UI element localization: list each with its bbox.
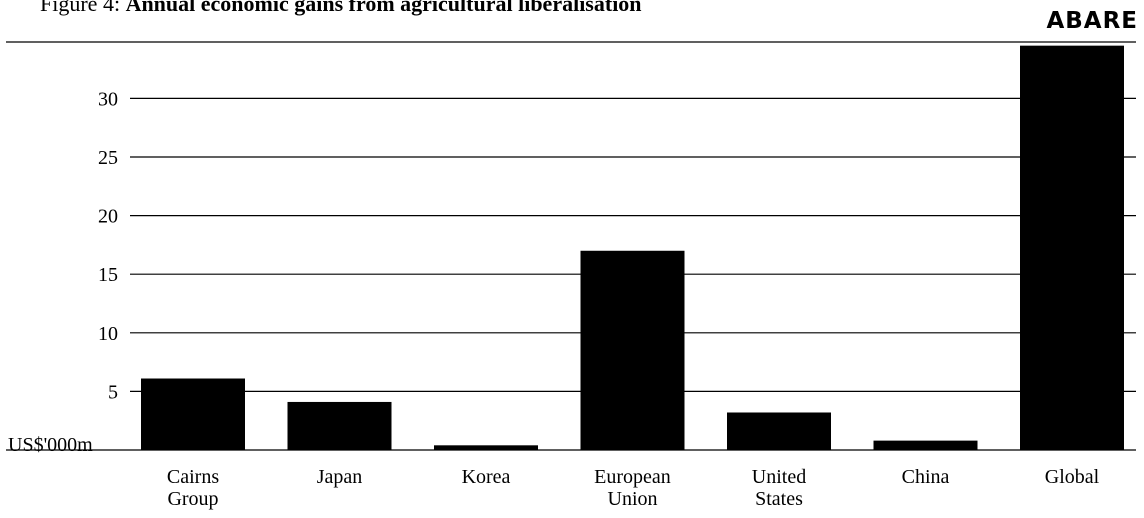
- x-category-label: Cairns Group: [167, 466, 219, 510]
- category-label-line: States: [755, 488, 803, 510]
- category-label-line: Global: [1045, 466, 1100, 488]
- category-label-line: United: [752, 466, 806, 488]
- y-tick-labels: 5 10 15 20 25 30: [98, 88, 118, 403]
- y-axis-unit-label: US$'000m: [8, 434, 93, 456]
- bar: [580, 250, 685, 450]
- bar: [287, 401, 392, 450]
- figure-number: Figure 4:: [40, 0, 121, 16]
- category-label-line: Cairns: [167, 466, 219, 488]
- x-category-label: Global: [1045, 466, 1100, 488]
- category-label-line: Korea: [462, 466, 511, 488]
- bar: [727, 412, 831, 450]
- x-category-label: United States: [752, 466, 806, 510]
- figure-title: Figure 4: Annual economic gains from agr…: [40, 0, 642, 17]
- bar: [1020, 45, 1124, 450]
- figure-title-text: Annual economic gains from agricultural …: [125, 0, 642, 16]
- category-label-line: Group: [167, 488, 218, 510]
- x-category-label: European Union: [594, 466, 671, 510]
- abare-logo: ABARE: [1046, 8, 1138, 34]
- y-tick-label: 10: [98, 323, 118, 345]
- bar: [141, 378, 245, 450]
- y-tick-label: 5: [108, 381, 118, 403]
- category-label-line: China: [902, 466, 950, 488]
- x-category-label: China: [902, 466, 950, 488]
- category-label-line: European: [594, 466, 671, 488]
- category-label-line: Union: [608, 488, 658, 510]
- y-tick-label: 25: [98, 147, 118, 169]
- x-category-label: Korea: [462, 466, 511, 488]
- bar: [434, 445, 538, 450]
- x-category-labels: Cairns Group Japan Korea European Union United…: [167, 466, 1100, 510]
- bar: [873, 440, 978, 450]
- category-label-line: Japan: [317, 466, 363, 488]
- x-category-label: Japan: [317, 466, 363, 488]
- y-tick-label: 20: [98, 206, 118, 228]
- bars: [141, 45, 1124, 450]
- y-tick-label: 15: [98, 264, 118, 286]
- y-tick-label: 30: [98, 88, 118, 110]
